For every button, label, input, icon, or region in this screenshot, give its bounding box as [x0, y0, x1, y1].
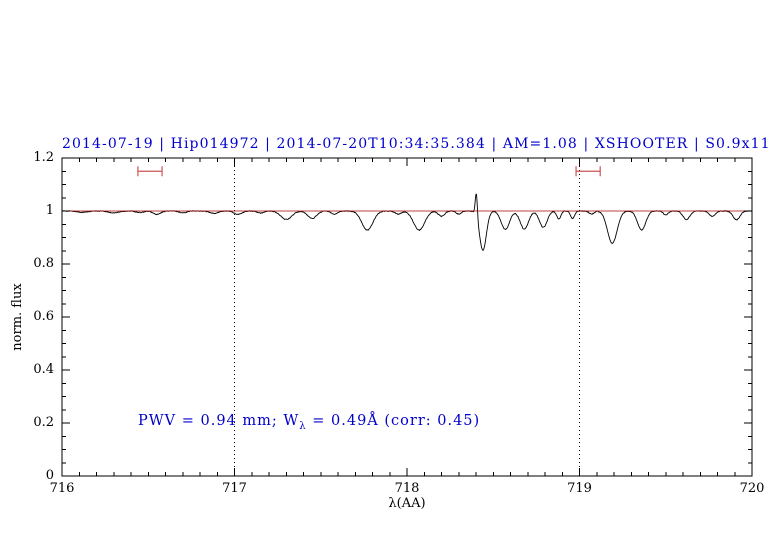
annotation-text-1: PWV = 0.94 mm; W — [138, 413, 300, 429]
y-tick-label: 1 — [45, 203, 54, 218]
x-tick-label: 717 — [222, 481, 247, 496]
y-tick-label: 0.6 — [33, 309, 54, 324]
annotation-sub-lambda: λ — [299, 420, 307, 432]
x-tick-label: 719 — [567, 481, 592, 496]
y-tick-label: 0.8 — [33, 256, 54, 271]
y-tick-label: 0 — [45, 468, 54, 483]
plot-title: 2014-07-19 | Hip014972 | 2014-07-20T10:3… — [62, 136, 771, 152]
pwv-annotation: PWV = 0.94 mm; Wλ = 0.49Å (corr: 0.45) — [138, 413, 480, 432]
x-tick-label: 718 — [394, 481, 420, 496]
y-tick-label: 0.4 — [33, 362, 54, 377]
x-tick-label: 716 — [49, 481, 75, 496]
annotation-text-2: = 0.49Å (corr: 0.45) — [306, 413, 481, 429]
x-tick-label: 720 — [739, 481, 765, 496]
y-tick-label: 1.2 — [33, 150, 54, 165]
x-axis-label: λ(AA) — [388, 496, 426, 511]
y-tick-label: 0.2 — [33, 415, 54, 430]
